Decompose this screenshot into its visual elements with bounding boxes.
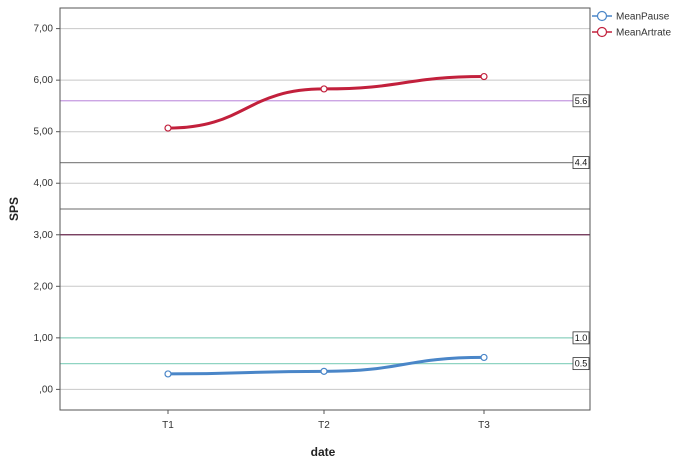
data-point <box>164 370 172 378</box>
x-tick-label: T1 <box>162 420 174 431</box>
y-ticks: 7,00 6,00 5,00 4,00 3,00 2,00 1,00 ,00 <box>34 24 60 395</box>
y-tick-label: ,00 <box>39 384 53 395</box>
x-axis-title: date <box>311 445 336 459</box>
x-tick-label: T2 <box>318 420 330 431</box>
reference-labels: 5.6 4.4 1.0 0.5 <box>572 94 590 371</box>
series-lines <box>164 72 488 378</box>
reference-lines <box>60 100 590 365</box>
plot-frame <box>59 7 591 411</box>
data-point <box>164 124 172 132</box>
y-tick-label: 1,00 <box>34 333 54 344</box>
y-tick-label: 6,00 <box>34 75 54 86</box>
reference-label: 0.5 <box>575 359 588 369</box>
reference-label: 4.4 <box>575 158 588 168</box>
legend-label: MeanPause <box>616 12 670 23</box>
x-ticks: T1 T2 T3 <box>162 410 490 431</box>
reference-label-box <box>572 156 590 170</box>
reference-label-box <box>572 94 590 108</box>
data-point <box>320 367 328 375</box>
x-tick-label: T3 <box>478 420 490 431</box>
y-tick-label: 4,00 <box>34 178 54 189</box>
series-line-MeanArtrate <box>167 75 485 130</box>
reference-label: 5.6 <box>575 96 588 106</box>
data-point <box>320 85 328 93</box>
legend: MeanPause MeanArtrate <box>592 10 671 39</box>
reference-label: 1.0 <box>575 333 588 343</box>
y-tick-label: 5,00 <box>34 127 54 138</box>
legend-swatch-marker <box>596 10 608 22</box>
data-point <box>480 72 488 81</box>
legend-swatch-marker <box>596 26 608 38</box>
legend-label: MeanArtrate <box>616 28 671 39</box>
y-tick-label: 7,00 <box>34 24 54 35</box>
reference-label-box <box>572 331 590 345</box>
y-tick-label: 3,00 <box>34 230 54 241</box>
reference-label-box <box>572 357 590 371</box>
data-point <box>480 353 488 362</box>
y-axis-title: SPS <box>7 197 21 221</box>
y-tick-label: 2,00 <box>34 281 54 292</box>
